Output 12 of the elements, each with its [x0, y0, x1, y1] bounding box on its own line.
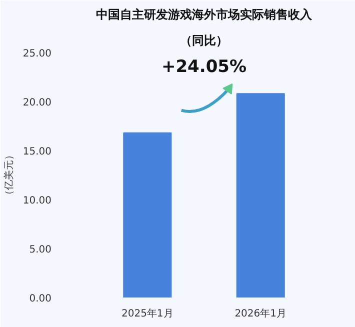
y-axis-title: （亿美元）: [2, 150, 15, 200]
annotation: +24.05%: [161, 57, 247, 78]
x-tick-label: 2025年1月: [121, 308, 174, 320]
y-tick-label: 15.00: [22, 146, 52, 158]
y-tick-label: 10.00: [22, 196, 52, 206]
y-tick-label: 20.00: [22, 98, 52, 108]
y-tick-label: 5.00: [29, 244, 52, 256]
y-tick-label: 0.00: [29, 294, 52, 304]
chart-title: 中国自主研发游戏海外市场实际销售收入: [96, 8, 313, 22]
y-tick-label: 25.00: [22, 48, 52, 60]
chart-subtitle: （同比）: [180, 34, 228, 48]
x-tick-label: 2026年1月: [234, 308, 287, 320]
